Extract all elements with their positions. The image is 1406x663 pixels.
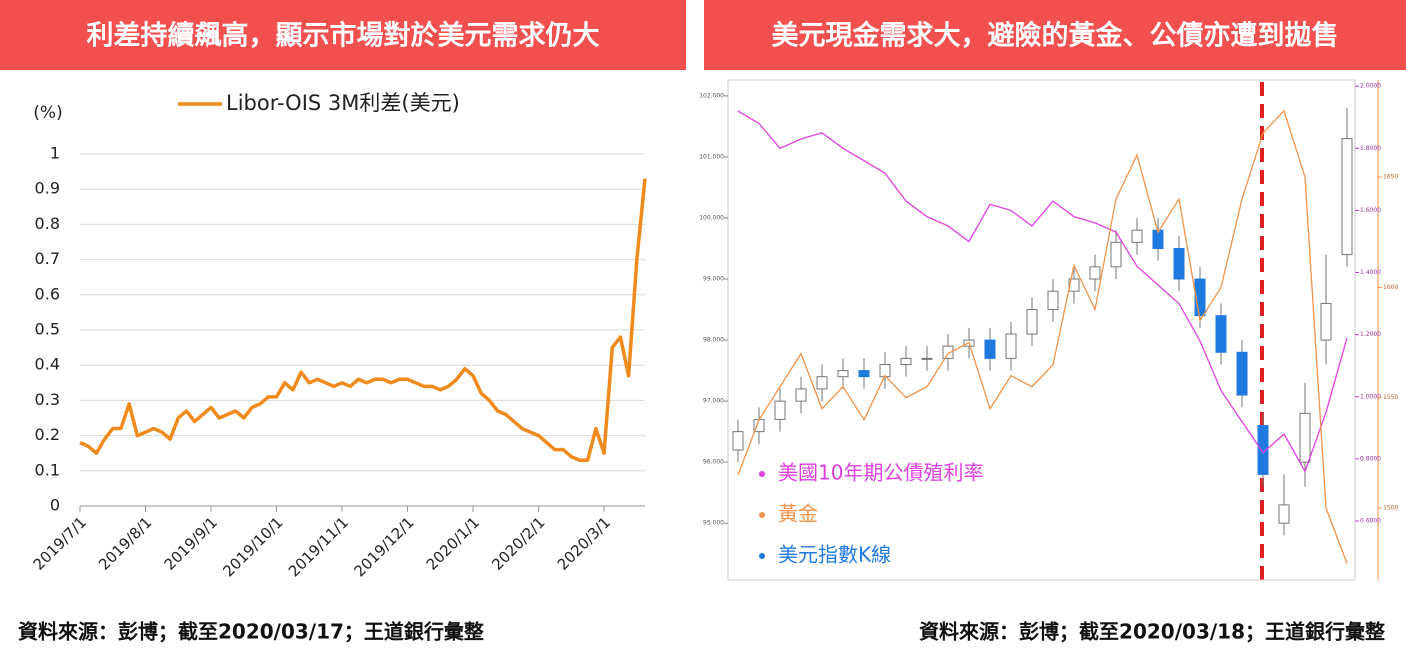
candle-body — [1131, 229, 1143, 243]
y-tick-label: 0.4 — [35, 355, 60, 374]
candle-body — [795, 388, 807, 402]
x-tick-label: 2020/1/1 — [423, 513, 483, 573]
candle-body — [1194, 278, 1206, 317]
y-tick-label: 0.2 — [35, 425, 60, 444]
candle-body — [1278, 504, 1290, 524]
y2-tick-label: 1.2000 — [1360, 331, 1381, 338]
candle-body — [1005, 333, 1017, 359]
y2-tick-label: 1.6000 — [1360, 207, 1381, 214]
y-tick-label: 0.7 — [35, 249, 60, 268]
plot-area — [727, 79, 1356, 581]
y-tick-label: 97.000 — [703, 398, 724, 405]
y3-tick-label: 1650 — [1383, 174, 1398, 181]
x-tick-label: 2019/10/1 — [219, 513, 286, 580]
series-line — [737, 109, 1348, 564]
legend-label: 黃金 — [778, 502, 818, 526]
candle-body — [984, 339, 996, 359]
candle-body — [921, 357, 933, 360]
x-tick-label: 2019/7/1 — [30, 513, 90, 573]
candle-body — [774, 400, 786, 420]
y-tick-label: 95.000 — [703, 520, 724, 527]
y-tick-label: 100.000 — [699, 214, 724, 221]
candle-body — [816, 376, 828, 390]
candle-body — [1173, 247, 1185, 280]
candle-body — [1341, 138, 1353, 256]
y-tick-label: 101.000 — [699, 153, 724, 160]
y-tick-label: 99.000 — [703, 276, 724, 283]
y-tick-label: 0.1 — [35, 460, 60, 479]
y-tick-label: 1 — [50, 144, 60, 163]
y2-tick-label: 0.6000 — [1360, 517, 1381, 524]
y2-tick-label: 1.4000 — [1360, 269, 1381, 276]
candle-body — [732, 431, 744, 451]
y2-tick-label: 0.8000 — [1360, 455, 1381, 462]
candle-body — [1089, 266, 1101, 280]
y3-tick-label: 1550 — [1383, 394, 1398, 401]
y-tick-label: 0.9 — [35, 179, 60, 198]
y3-tick-label: 1600 — [1383, 284, 1398, 291]
y2-tick-label: 1.0000 — [1360, 393, 1381, 400]
candle-body — [1047, 290, 1059, 311]
y-tick-label: 102.000 — [699, 92, 724, 99]
candle-body — [1215, 315, 1227, 353]
y2-tick-label: 1.8000 — [1360, 145, 1381, 152]
candle-body — [858, 370, 870, 378]
right-title: 美元現金需求大，避險的黃金、公債亦遭到拋售 — [772, 20, 1339, 52]
left-source: 資料來源：彭博；截至2020/03/17；王道銀行彙整 — [18, 620, 484, 644]
right-header — [704, 0, 1406, 70]
x-tick-label: 2019/9/1 — [161, 513, 221, 573]
x-tick-label: 2020/3/1 — [554, 513, 614, 573]
x-tick-label: 2019/12/1 — [350, 513, 417, 580]
candle-body — [1026, 309, 1038, 335]
y-tick-label: 0.6 — [35, 284, 60, 303]
y-tick-label: 0.8 — [35, 214, 60, 233]
legend-label: Libor-OIS 3M利差(美元) — [226, 91, 460, 115]
right-source: 資料來源：彭博；截至2020/03/18；王道銀行彙整 — [919, 620, 1385, 644]
x-tick-label: 2019/11/1 — [285, 513, 352, 580]
y-tick-label: 0.5 — [35, 320, 60, 339]
y-tick-label: 96.000 — [703, 459, 724, 466]
legend-label: 美元指數K線 — [778, 543, 891, 567]
legend-marker — [759, 553, 765, 559]
y-tick-label: 0.3 — [35, 390, 60, 409]
left-header — [0, 0, 686, 70]
y3-tick-label: 1500 — [1383, 505, 1398, 512]
candle-body — [1257, 425, 1269, 475]
series-line — [79, 178, 647, 462]
legend-marker — [759, 512, 765, 518]
y-axis-label: (%) — [33, 103, 62, 123]
x-tick-label: 2019/8/1 — [95, 513, 155, 573]
candle-body — [1110, 241, 1122, 268]
candle-body — [1236, 351, 1248, 396]
y-tick-label: 0 — [50, 496, 60, 515]
y-tick-label: 98.000 — [703, 337, 724, 344]
left-title: 利差持續飆高，顯示市場對於美元需求仍大 — [87, 20, 600, 52]
candle-body — [1068, 278, 1080, 292]
candle-body — [1299, 412, 1311, 463]
legend-label: 美國10年期公債殖利率 — [778, 461, 983, 485]
y2-tick-label: 2.0000 — [1360, 83, 1381, 90]
candle-body — [837, 370, 849, 378]
candle-body — [900, 357, 912, 365]
candle-body — [942, 345, 954, 359]
series-line — [737, 110, 1348, 473]
legend-marker — [759, 471, 765, 477]
x-tick-label: 2020/2/1 — [488, 513, 548, 573]
candle-body — [1320, 302, 1332, 341]
